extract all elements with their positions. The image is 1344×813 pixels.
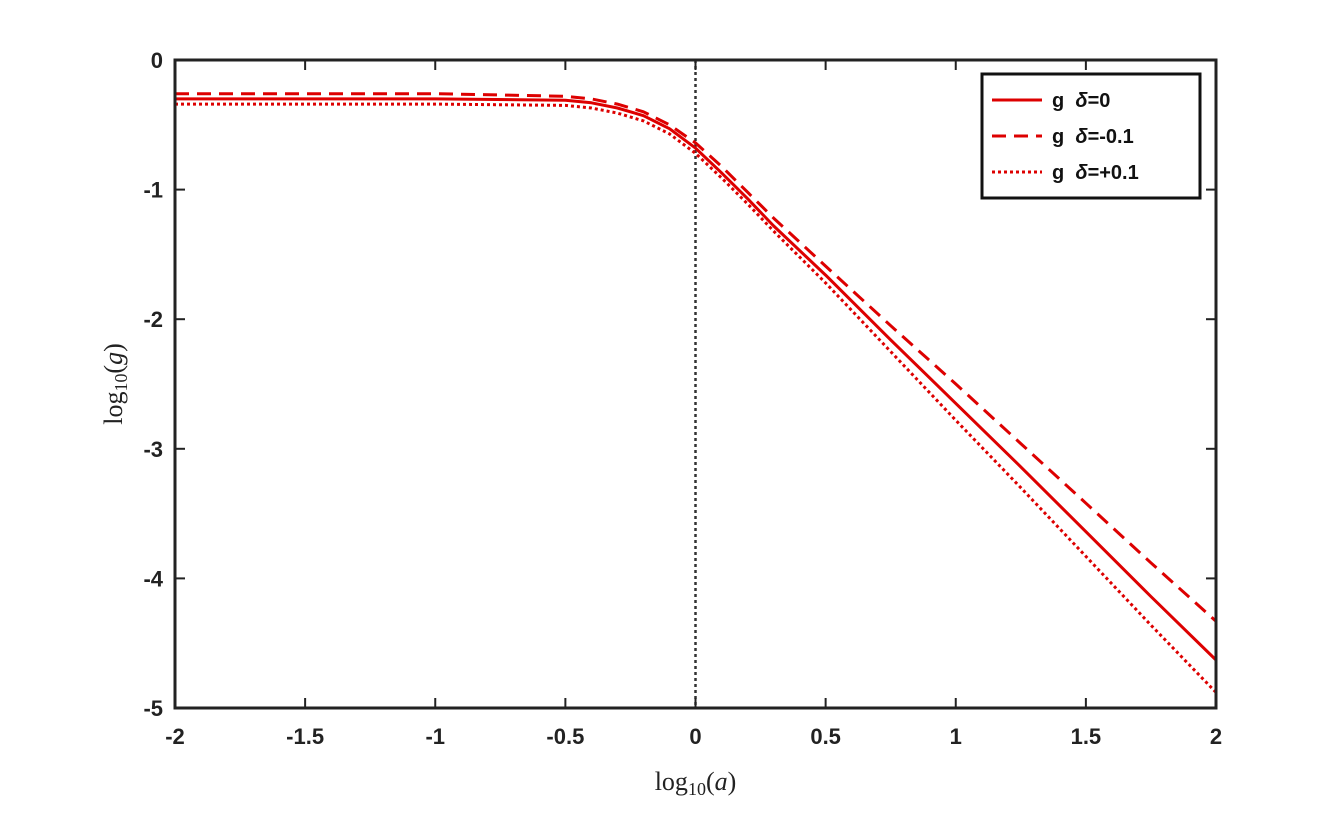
x-tick-label: 0.5: [810, 724, 841, 749]
legend-label-value: =-0.1: [1088, 126, 1134, 148]
y-tick-label: -1: [143, 178, 163, 203]
y-tick-label: -4: [143, 566, 163, 591]
legend-label-0: g δ=0: [1052, 90, 1110, 112]
x-tick-label: 2: [1210, 724, 1222, 749]
legend-label-symbol: δ: [1075, 162, 1088, 184]
x-tick-label: 0: [689, 724, 701, 749]
legend-label-symbol: δ: [1075, 126, 1088, 148]
legend-label-1: g δ=-0.1: [1052, 126, 1134, 148]
legend: g δ=0g δ=-0.1g δ=+0.1: [980, 72, 1202, 200]
legend-label-prefix: g: [1052, 162, 1075, 184]
x-axis-label: log10(a): [655, 767, 737, 799]
axis-label-part: (: [99, 365, 128, 374]
legend-label-2: g δ=+0.1: [1052, 162, 1139, 184]
legend-label-prefix: g: [1052, 90, 1075, 112]
legend-label-value: =+0.1: [1088, 162, 1139, 184]
y-tick-label: -3: [143, 437, 163, 462]
x-tick-label: -0.5: [546, 724, 584, 749]
legend-label-symbol: δ: [1075, 90, 1088, 112]
axis-label-part: a: [715, 767, 728, 796]
x-tick-label: -2: [165, 724, 185, 749]
x-tick-label: 1.5: [1071, 724, 1102, 749]
axis-label-part: ): [99, 343, 128, 352]
axis-label-part: ): [728, 767, 737, 796]
axis-label-part: 10: [688, 779, 706, 799]
y-tick-label: 0: [151, 48, 163, 73]
y-tick-label: -5: [143, 696, 163, 721]
ticks-layer: -2 -1.5 -1 -0.5 0 0.5 1 1.5 2 0 -1 -2 -3 -4 -5: [143, 48, 1222, 749]
series-line-2: [175, 102, 1216, 694]
legend-label-value: =0: [1088, 90, 1111, 112]
axis-label-part: 10: [111, 374, 131, 392]
axis-label-part: g: [99, 352, 128, 365]
y-tick-label: -2: [143, 307, 163, 332]
curves-layer: [175, 60, 1216, 708]
axis-label-part: (: [706, 767, 715, 796]
x-tick-label: 1: [950, 724, 962, 749]
axis-label-part: log: [99, 392, 128, 425]
x-tick-label: -1: [425, 724, 445, 749]
y-axis-label-group: log10(g): [99, 343, 131, 425]
x-axis-label-group: log10(a): [655, 767, 737, 799]
series-line-1: [175, 92, 1216, 623]
series-line-0: [175, 97, 1216, 662]
legend-label-prefix: g: [1052, 126, 1075, 148]
x-tick-label: -1.5: [286, 724, 324, 749]
y-axis-label: log10(g): [99, 343, 131, 425]
axis-label-part: log: [655, 767, 688, 796]
